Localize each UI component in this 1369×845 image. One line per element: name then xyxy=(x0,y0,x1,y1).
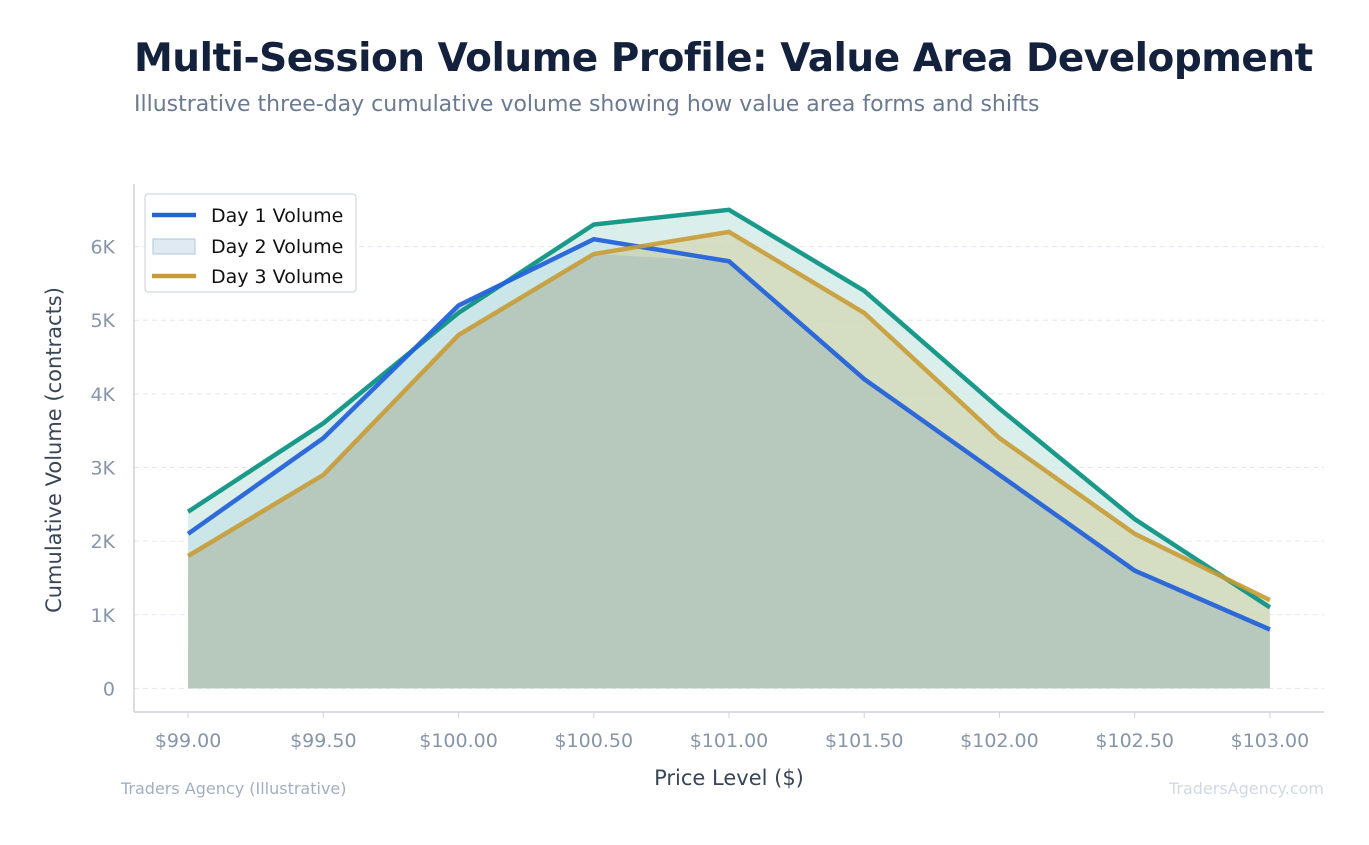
series-areas xyxy=(188,209,1270,689)
y-tick-label: 6K xyxy=(90,237,115,259)
chart-title: Multi-Session Volume Profile: Value Area… xyxy=(134,36,1313,81)
y-tick-label: 2K xyxy=(90,531,115,553)
tick-labels: 0 1K 2K 3K 4K 5K 6K $99.00 $99.50 $100.00 $100.50 $… xyxy=(90,237,1309,752)
x-tick-label: $102.00 xyxy=(960,730,1039,752)
x-tick-label: $99.50 xyxy=(290,730,356,752)
y-tick-label: 3K xyxy=(90,458,115,480)
y-tick-label: 1K xyxy=(90,605,115,627)
legend-label-day3: Day 3 Volume xyxy=(211,266,343,288)
series-lines xyxy=(186,207,1272,632)
x-tick-label: $101.50 xyxy=(825,730,904,752)
x-tick-label: $103.00 xyxy=(1231,730,1310,752)
watermark: TradersAgency.com xyxy=(1168,779,1324,798)
x-tick-label: $100.50 xyxy=(554,730,633,752)
legend: Day 1 Volume Day 2 Volume Day 3 Volume xyxy=(144,193,357,293)
legend-label-day1: Day 1 Volume xyxy=(211,205,343,227)
x-tick-label: $101.00 xyxy=(690,730,769,752)
day1-line xyxy=(186,236,1271,632)
y-axis-label: Cumulative Volume (contracts) xyxy=(42,287,66,613)
x-tick-label: $100.00 xyxy=(419,730,498,752)
y-tick-label: 5K xyxy=(90,310,115,332)
day2-area xyxy=(188,209,1270,689)
x-axis-label: Price Level ($) xyxy=(654,766,804,790)
legend-box xyxy=(144,193,357,293)
day3-line xyxy=(186,229,1271,603)
x-tick-label: $99.00 xyxy=(155,730,221,752)
x-tick-label: $102.50 xyxy=(1095,730,1174,752)
chart-subtitle: Illustrative three-day cumulative volume… xyxy=(134,92,1040,117)
source-note: Traders Agency (Illustrative) xyxy=(121,779,347,798)
day3-area xyxy=(188,231,1270,689)
y-tick-label: 4K xyxy=(90,384,115,406)
y-tick-label: 0 xyxy=(103,678,115,700)
overlap-area xyxy=(188,254,1270,689)
day2-line xyxy=(186,207,1272,610)
legend-swatch-day2 xyxy=(152,238,196,255)
legend-label-day2: Day 2 Volume xyxy=(211,236,343,258)
